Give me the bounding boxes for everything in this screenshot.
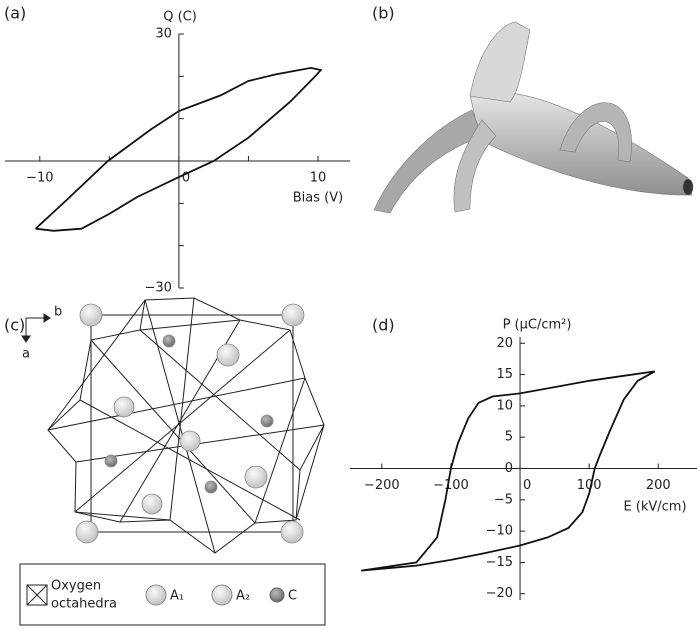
- x-tick-label: 10: [310, 171, 327, 186]
- x-tick-label: 200: [646, 478, 671, 493]
- axis-label: b: [54, 305, 62, 320]
- panel-label: (b): [372, 4, 395, 23]
- x-tick-label: −100: [433, 478, 469, 493]
- y-axis-title: Q (C): [163, 10, 197, 25]
- x-axis-title: E (kV/cm): [623, 500, 686, 515]
- x-tick-label: 0: [523, 478, 531, 493]
- y-tick-label: −15: [486, 555, 513, 570]
- y-tick-label: 20: [496, 336, 513, 351]
- y-axis-title: P (μC/cm²): [503, 318, 572, 333]
- legend-label: C: [288, 589, 297, 604]
- legend-label: octahedra: [51, 597, 117, 612]
- crystal-diagram: [22, 298, 324, 553]
- hysteresis-loop: [36, 68, 321, 231]
- legend-label: A₂: [236, 589, 250, 604]
- y-tick-label: −10: [486, 524, 513, 539]
- axis-label: a: [22, 347, 30, 362]
- y-tick-label: 0: [505, 461, 513, 476]
- y-tick-label: 10: [496, 398, 513, 413]
- legend-label: Oxygen: [51, 579, 101, 594]
- y-tick-label: −30: [144, 281, 171, 296]
- banana-photo: [374, 22, 693, 213]
- y-tick-label: −20: [486, 586, 513, 601]
- y-tick-label: −5: [494, 492, 513, 507]
- panel-label: (d): [372, 316, 395, 335]
- x-tick-label: −200: [364, 478, 400, 493]
- y-tick-label: 30: [155, 27, 172, 42]
- panel-label: (a): [4, 4, 26, 23]
- panel-label: (c): [4, 316, 25, 335]
- x-tick-label: −10: [26, 171, 53, 186]
- y-tick-label: 5: [505, 430, 513, 445]
- y-tick-label: 15: [496, 367, 513, 382]
- x-axis-title: Bias (V): [293, 191, 343, 206]
- legend-label: A₁: [170, 589, 184, 604]
- figure: (a) (b) (c) (d) b a: [0, 0, 697, 630]
